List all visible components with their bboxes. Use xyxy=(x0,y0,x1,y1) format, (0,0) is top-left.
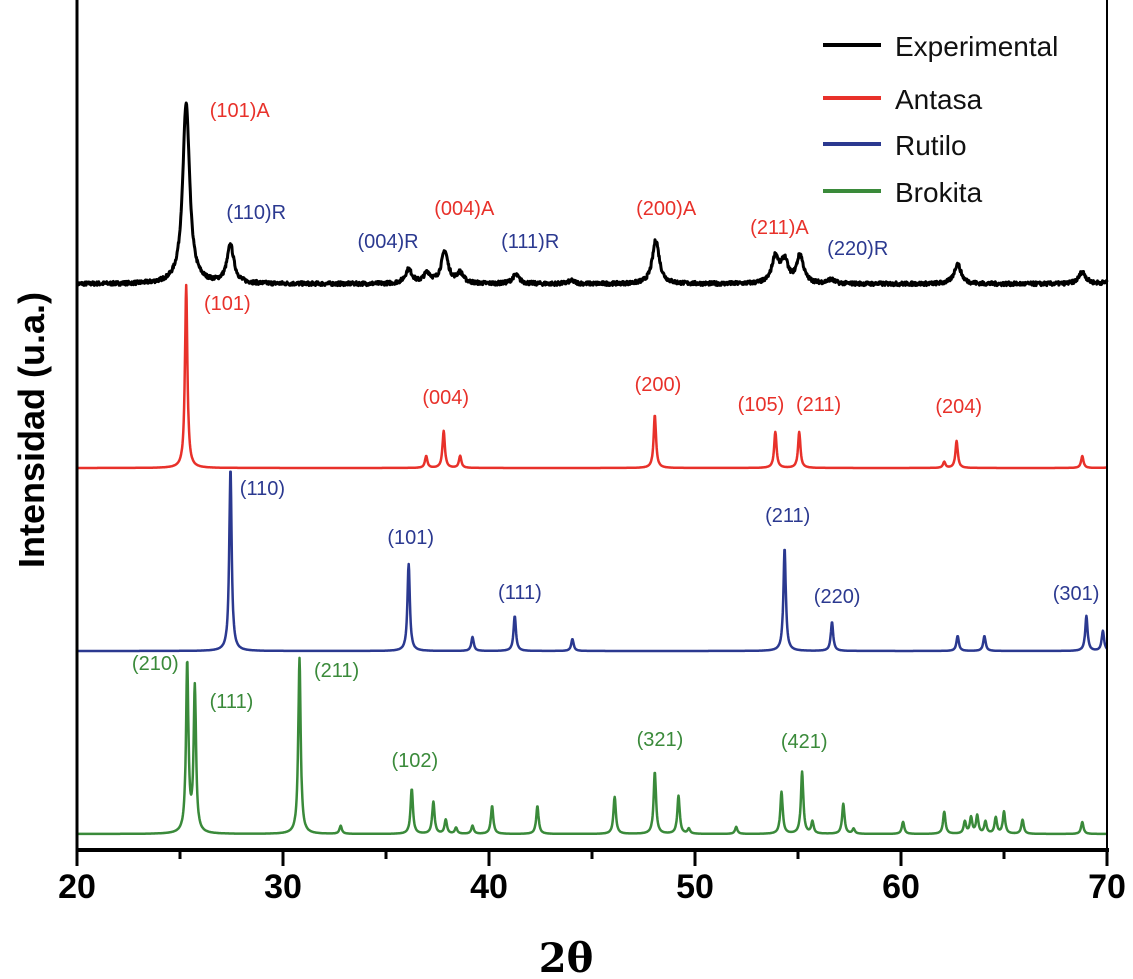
peak-label: (200)A xyxy=(636,198,697,220)
x-axis-label: 2θ xyxy=(539,935,594,979)
x-tick-label: 20 xyxy=(58,868,96,906)
peak-label: (211) xyxy=(765,505,810,527)
axes xyxy=(75,0,1109,852)
peak-label: (004) xyxy=(422,387,469,409)
peak-label: (204) xyxy=(935,396,982,418)
peak-label: (211) xyxy=(314,660,359,682)
peak-label: (211)A xyxy=(750,217,809,239)
peak-label: (111) xyxy=(210,691,254,713)
peak-label: (004)A xyxy=(434,198,495,220)
peak-label: (101) xyxy=(204,293,251,315)
x-ticks: 20 30 40 50 60 70 xyxy=(58,850,1126,906)
series-antasa xyxy=(76,283,1108,470)
legend-item-experimental: Experimental xyxy=(823,31,1058,62)
peak-label: (101) xyxy=(387,527,434,549)
peak-label: (421) xyxy=(781,731,828,753)
legend-item-rutilo: Rutilo xyxy=(823,130,967,161)
series-brokita xyxy=(76,656,1108,836)
x-tick-label: 50 xyxy=(676,868,714,906)
peak-label: (110)R xyxy=(226,202,286,224)
series-experimental xyxy=(75,101,1109,288)
peak-label: (200) xyxy=(635,374,682,396)
legend: Experimental Antasa Rutilo Brokita xyxy=(823,31,1058,208)
peak-label: (105) xyxy=(738,394,785,416)
peak-label: (210) xyxy=(132,653,179,675)
x-tick-label: 30 xyxy=(264,868,302,906)
legend-label: Brokita xyxy=(895,177,983,208)
peak-label: (111)R xyxy=(501,231,559,253)
peak-label: (102) xyxy=(391,750,438,772)
peak-label: (301) xyxy=(1053,583,1100,605)
peak-label: (220) xyxy=(814,586,861,608)
peak-label: (211) xyxy=(796,394,841,416)
x-tick-label: 70 xyxy=(1088,868,1126,906)
traces xyxy=(75,101,1109,836)
peak-label: (111) xyxy=(498,582,542,604)
y-axis-label: Intensidad (u.a.) xyxy=(11,292,52,568)
x-tick-label: 60 xyxy=(882,868,920,906)
legend-item-brokita: Brokita xyxy=(823,177,983,208)
peak-label: (321) xyxy=(637,729,684,751)
legend-label: Experimental xyxy=(895,31,1058,62)
peak-label: (004)R xyxy=(357,231,418,253)
peak-label: (220)R xyxy=(827,238,888,260)
peak-label: (101)A xyxy=(210,100,271,122)
peak-labels: (101)A (110)R (004)R (004)A (111)R (200)A (211… xyxy=(132,100,1100,772)
peak-label: (110) xyxy=(240,478,285,500)
series-rutilo xyxy=(76,470,1108,653)
x-tick-label: 40 xyxy=(470,868,508,906)
legend-label: Antasa xyxy=(895,84,983,115)
legend-item-antasa: Antasa xyxy=(823,84,983,115)
legend-label: Rutilo xyxy=(895,130,967,161)
